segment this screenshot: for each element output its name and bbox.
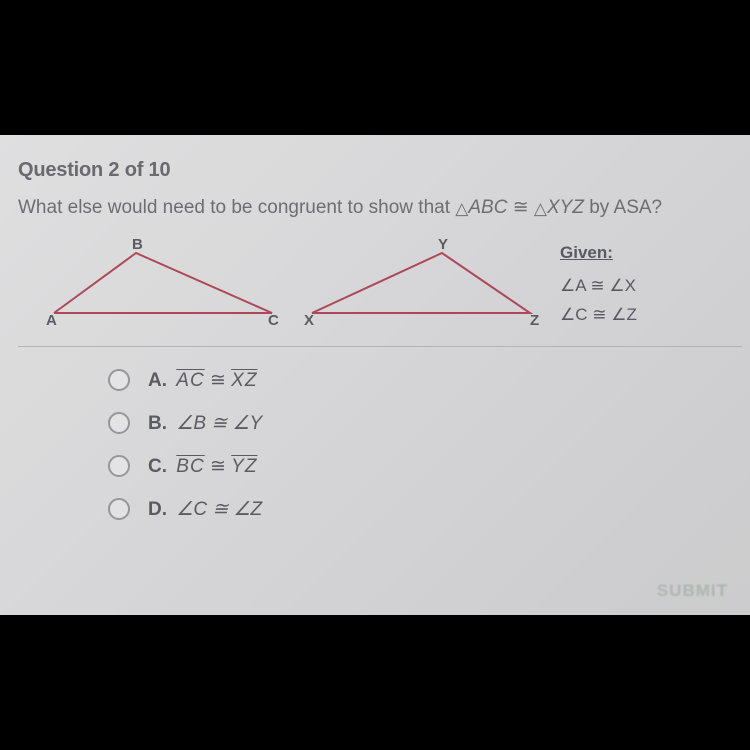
option-d-text: ∠C ≅ ∠Z [176, 499, 262, 520]
option-d[interactable]: D. ∠C ≅ ∠Z [108, 498, 742, 521]
question-counter: Question 2 of 10 [18, 159, 742, 182]
q-suffix: by ASA? [584, 197, 662, 218]
radio-icon[interactable] [108, 369, 130, 391]
option-c-mid: ≅ [205, 456, 231, 477]
q-tri1: ABC [468, 197, 507, 218]
given-line-2: ∠C ≅ ∠Z [560, 301, 637, 330]
radio-icon[interactable] [108, 498, 130, 520]
triangle-xyz-svg: Y X Z [302, 235, 542, 327]
option-b-text: ∠B ≅ ∠Y [176, 413, 262, 434]
photo-frame: Question 2 of 10 What else would need to… [0, 0, 750, 750]
option-d-label: D. ∠C ≅ ∠Z [148, 498, 262, 521]
triangle-abc: B A C [44, 235, 284, 327]
given-title: Given: [560, 239, 637, 268]
vertex-a: A [46, 312, 57, 327]
option-a-label: A. AC ≅ XZ [148, 369, 257, 392]
vertex-c: C [268, 312, 279, 327]
option-a-seg1: AC [176, 370, 204, 391]
option-letter: C. [148, 456, 167, 477]
submit-button[interactable]: SUBMIT [657, 581, 728, 601]
q-mid: ≅ [507, 197, 533, 218]
option-c[interactable]: C. BC ≅ YZ [108, 455, 742, 478]
option-letter: A. [148, 370, 167, 391]
option-a-seg2: XZ [231, 370, 257, 391]
option-a-mid: ≅ [205, 370, 231, 391]
divider [18, 346, 742, 347]
triangle-xyz: Y X Z [302, 235, 542, 327]
q-tri2: XYZ [547, 197, 584, 218]
given-box: Given: ∠A ≅ ∠X ∠C ≅ ∠Z [560, 235, 637, 330]
quiz-screen: Question 2 of 10 What else would need to… [0, 135, 750, 615]
option-c-seg1: BC [176, 456, 204, 477]
option-b-label: B. ∠B ≅ ∠Y [148, 412, 262, 435]
vertex-z: Z [530, 312, 539, 327]
triangle-icon: △ [455, 199, 468, 219]
option-letter: D. [148, 499, 167, 520]
radio-icon[interactable] [108, 455, 130, 477]
option-letter: B. [148, 413, 167, 434]
vertex-y: Y [438, 236, 448, 253]
given-line-1: ∠A ≅ ∠X [560, 272, 637, 301]
option-c-label: C. BC ≅ YZ [148, 455, 257, 478]
triangle-icon: △ [534, 199, 547, 219]
options-list: A. AC ≅ XZ B. ∠B ≅ ∠Y C. BC ≅ YZ [18, 369, 742, 521]
q-prefix: What else would need to be congruent to … [18, 197, 455, 218]
option-a[interactable]: A. AC ≅ XZ [108, 369, 742, 392]
vertex-b: B [132, 236, 143, 253]
diagram-row: B A C Y X Z Given: ∠A ≅ ∠X ∠C ≅ ∠Z [18, 229, 742, 340]
question-text: What else would need to be congruent to … [18, 196, 742, 219]
option-c-seg2: YZ [231, 456, 257, 477]
vertex-x: X [304, 312, 314, 327]
radio-icon[interactable] [108, 412, 130, 434]
option-b[interactable]: B. ∠B ≅ ∠Y [108, 412, 742, 435]
triangle-abc-svg: B A C [44, 235, 284, 327]
